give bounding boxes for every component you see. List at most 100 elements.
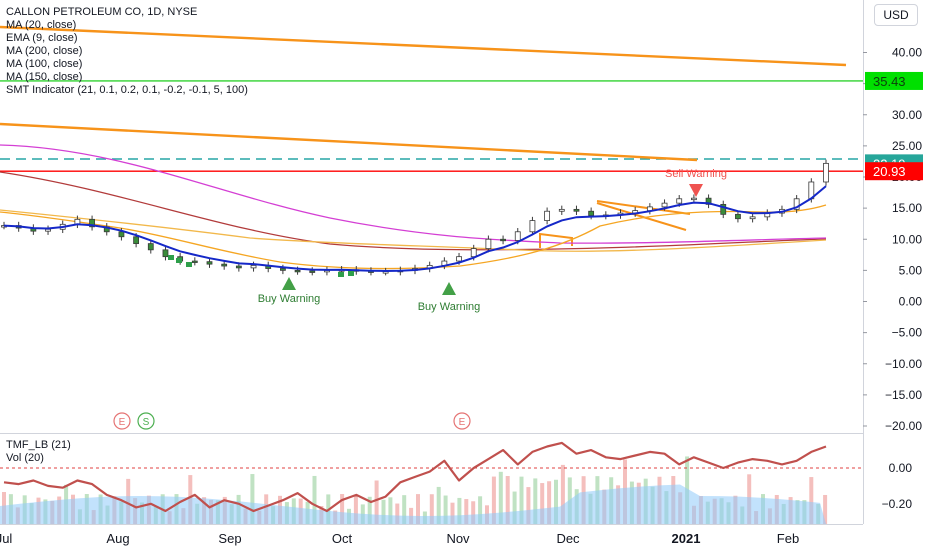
legend-smt-indicator[interactable]: SMT Indicator (21, 0.1, 0.2, 0.1, -0.2, …: [6, 84, 248, 96]
smt-signal-square: [176, 258, 182, 263]
legend-ma20[interactable]: MA (20, close): [6, 19, 77, 31]
price-candle: [749, 216, 756, 220]
ma100-line: [0, 144, 827, 244]
sell-warning-label: Sell Warning: [665, 168, 727, 180]
volume-bar: [429, 494, 434, 524]
volume-ma-area: [0, 484, 826, 524]
volume-bar: [395, 503, 400, 524]
volume-bar: [416, 494, 420, 524]
price-candle: [485, 238, 492, 249]
smt-signal-square: [186, 262, 192, 267]
price-candle: [191, 260, 198, 263]
volume-bar: [519, 476, 524, 524]
price-candle: [294, 269, 301, 273]
price-candle: [529, 220, 536, 233]
volume-bar: [450, 502, 455, 524]
pennant-box: [539, 232, 573, 248]
buy-warning-label: Buy Warning: [258, 293, 321, 305]
trendline-lower: [0, 122, 698, 162]
volume-bar: [560, 464, 565, 524]
main-legend: CALLON PETROLEUM CO, 1D, NYSE MA (20, cl…: [6, 6, 248, 97]
price-candle: [573, 208, 580, 212]
indicator-axis-label: −0.20: [882, 497, 913, 511]
price-candle: [45, 228, 51, 232]
price-candle: [133, 236, 140, 245]
price-candle: [735, 213, 741, 220]
lower-legend: TMF_LB (21) Vol (20): [6, 439, 71, 465]
resistance-price-label-bg: [865, 71, 923, 90]
trendline-upper: [0, 25, 847, 67]
price-axis-label: 40.00: [892, 46, 922, 60]
legend-tmf[interactable]: TMF_LB (21): [6, 439, 71, 451]
price-candle: [235, 265, 242, 269]
price-candle: [558, 208, 565, 212]
volume-bar: [505, 476, 510, 524]
legend-ma200[interactable]: MA (200, close): [6, 45, 83, 57]
volume-bar: [471, 501, 476, 524]
time-axis-label: Dec: [556, 531, 580, 546]
volume-bar: [374, 480, 379, 524]
legend-ema9[interactable]: EMA (9, close): [6, 32, 78, 44]
resistance-price-label: 35.43: [873, 74, 906, 89]
event-marker: [113, 412, 131, 430]
flag-top: [596, 200, 691, 215]
price-candle: [793, 198, 800, 210]
buy-warning-marker: [282, 277, 296, 290]
volume-bar: [464, 499, 469, 524]
volume-bar: [512, 491, 517, 524]
volume-bar: [533, 478, 538, 524]
price-candle: [470, 248, 477, 258]
smt-signal-square: [338, 272, 344, 277]
legend-vol[interactable]: Vol (20): [6, 452, 44, 464]
price-candle: [720, 203, 727, 215]
volume-bar: [554, 479, 558, 524]
price-candle: [456, 256, 462, 262]
volume-bar: [388, 497, 393, 524]
volume-bar: [367, 496, 372, 524]
tmf-line: [3, 441, 827, 513]
volume-bar: [436, 486, 441, 524]
time-axis-label: Jul: [0, 531, 12, 546]
event-marker-label: S: [143, 417, 150, 428]
legend-ma150[interactable]: MA (150, close): [6, 71, 83, 83]
price-axis-label: −15.00: [885, 388, 922, 402]
price-candle: [250, 264, 257, 269]
volume-bar: [478, 496, 483, 524]
volume-bar: [526, 487, 531, 524]
price-axis-label: 0.00: [899, 295, 923, 309]
support-price-label-bg: [865, 162, 923, 181]
support-price-label: 20.93: [873, 164, 906, 179]
price-axis-label: −20.00: [885, 419, 922, 433]
time-axis-label: 2021: [672, 531, 701, 546]
price-axis-label: 15.00: [892, 201, 922, 215]
volume-bar: [353, 494, 358, 524]
currency-button[interactable]: USD: [874, 4, 918, 26]
ma20-line: [0, 204, 827, 270]
price-axis-label: 25.00: [892, 139, 922, 153]
volume-bar: [340, 494, 345, 524]
price-candle: [309, 270, 316, 273]
ema9-line: [3, 185, 827, 273]
legend-ma100[interactable]: MA (100, close): [6, 58, 83, 70]
volume-bar: [250, 474, 255, 524]
volume-bar: [312, 475, 317, 524]
price-axis-label: −5.00: [892, 326, 923, 340]
legend-symbol[interactable]: CALLON PETROLEUM CO, 1D, NYSE: [6, 6, 198, 18]
price-candle: [588, 210, 595, 216]
price-candle: [279, 268, 286, 271]
price-axis-label: −10.00: [885, 357, 922, 371]
time-axis-label: Aug: [106, 531, 129, 546]
time-axis-label: Sep: [218, 531, 241, 546]
indicator-axis-label: 0.00: [889, 461, 913, 475]
price-axis-label: 5.00: [899, 263, 923, 277]
volume-bar: [498, 471, 503, 524]
buy-warning-marker: [442, 282, 456, 295]
buy-warning-label: Buy Warning: [418, 301, 481, 313]
volume-bar: [547, 481, 552, 524]
price-candle: [676, 198, 683, 204]
price-candle: [514, 231, 521, 241]
price-candle: [89, 218, 95, 228]
smt-signal-square: [348, 271, 354, 276]
price-candle: [500, 238, 506, 242]
